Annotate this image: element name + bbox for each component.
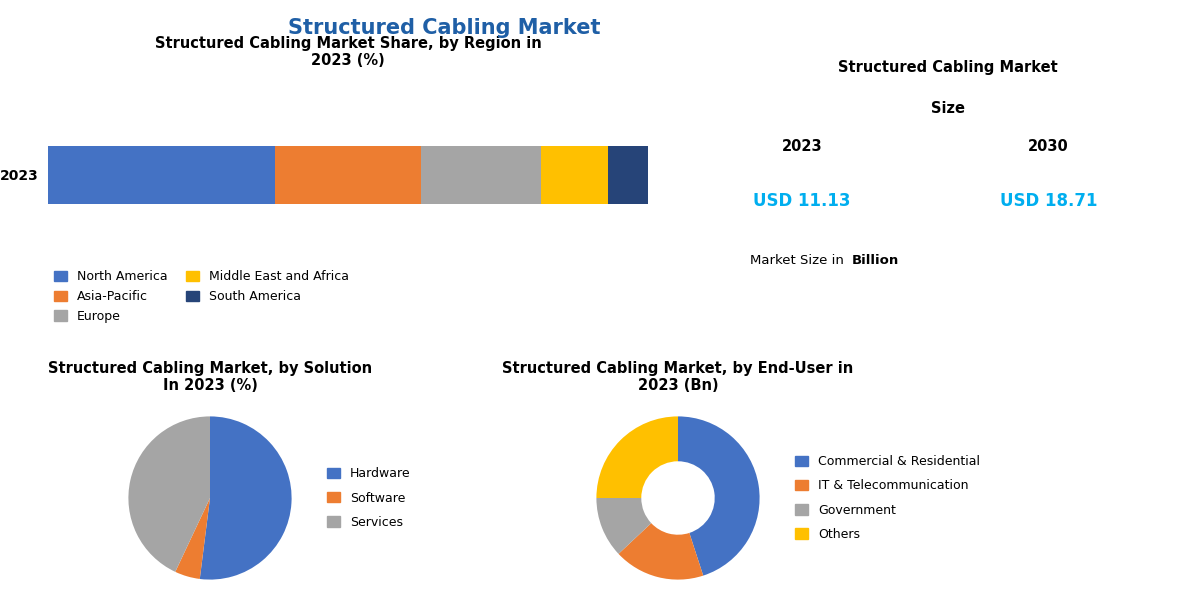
Text: USD 18.71: USD 18.71 [1000, 193, 1097, 211]
Bar [48, 146, 275, 204]
Legend: Commercial & Residential, IT & Telecommunication, Government, Others: Commercial & Residential, IT & Telecommu… [791, 450, 985, 546]
Bar [421, 146, 541, 204]
Text: 2023: 2023 [781, 139, 822, 154]
Bar [608, 146, 648, 204]
Wedge shape [678, 416, 760, 575]
Bar [541, 146, 608, 204]
Bar [275, 146, 421, 204]
Title: Structured Cabling Market Share, by Region in
2023 (%): Structured Cabling Market Share, by Regi… [155, 35, 541, 68]
Wedge shape [596, 498, 652, 554]
Wedge shape [175, 498, 210, 579]
Text: Structured Cabling Market: Structured Cabling Market [288, 18, 600, 38]
Text: 2030: 2030 [1028, 139, 1069, 154]
Text: USD 11.13: USD 11.13 [754, 193, 851, 211]
Wedge shape [596, 416, 678, 498]
Text: Market Size in: Market Size in [750, 254, 847, 267]
Wedge shape [128, 416, 210, 572]
Legend: North America, Asia-Pacific, Europe, Middle East and Africa, South America: North America, Asia-Pacific, Europe, Mid… [54, 270, 349, 323]
Title: Structured Cabling Market, by Solution
In 2023 (%): Structured Cabling Market, by Solution I… [48, 361, 372, 394]
Text: Size: Size [931, 101, 965, 116]
Text: Structured Cabling Market: Structured Cabling Market [838, 60, 1058, 75]
Text: Billion: Billion [852, 254, 900, 267]
Wedge shape [199, 416, 292, 580]
Title: Structured Cabling Market, by End-User in
2023 (Bn): Structured Cabling Market, by End-User i… [503, 361, 853, 394]
Legend: Hardware, Software, Services: Hardware, Software, Services [323, 462, 415, 534]
Wedge shape [618, 523, 703, 580]
